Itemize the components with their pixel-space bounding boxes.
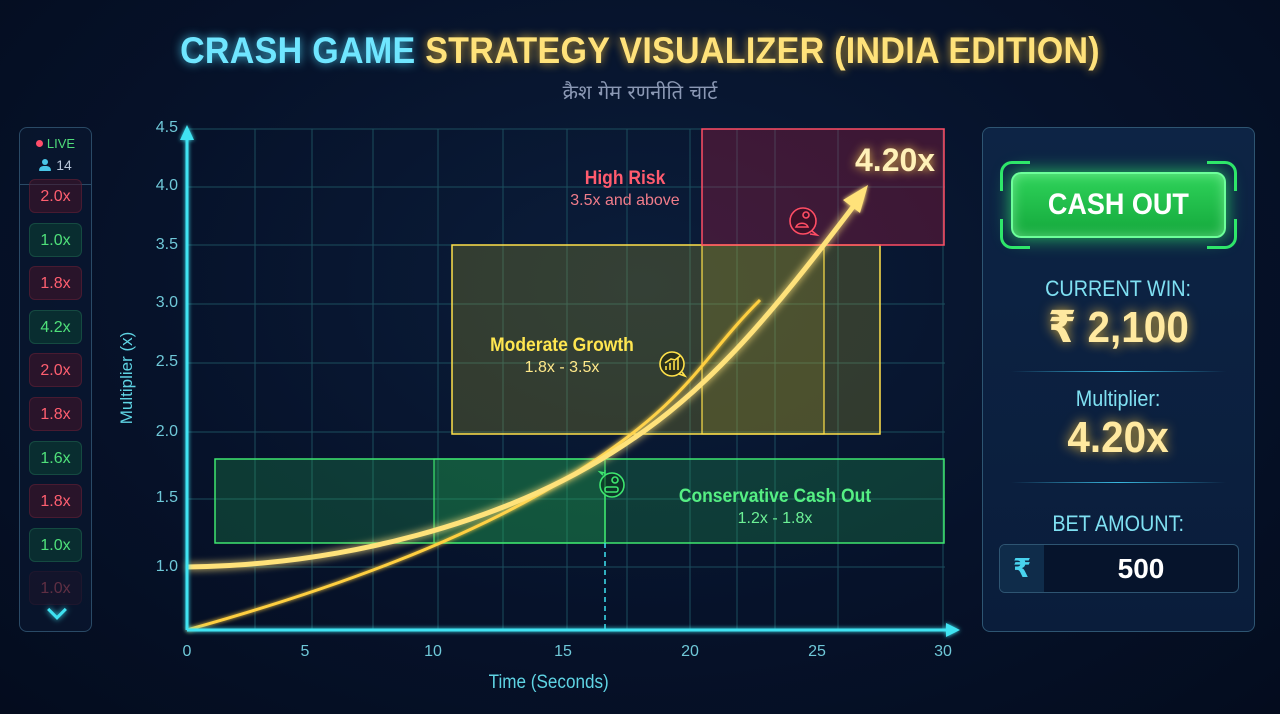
online-users: 14	[20, 157, 91, 173]
explosion-chat-icon	[789, 207, 820, 237]
x-tick: 25	[808, 643, 826, 660]
zone-range: 1.8x - 3.5x	[524, 359, 600, 376]
peak-multiplier-label: 4.20x	[855, 142, 936, 178]
page-subtitle: क्रैश गेम रणनीति चार्ट	[562, 80, 718, 104]
round-history-panel: LIVE 14 2.0x 1.0x 1.8x 4.2x 2.0x 1.8x 1.…	[19, 127, 92, 632]
bet-amount-label: BET AMOUNT:	[1052, 511, 1185, 536]
y-tick: 1.0	[155, 558, 178, 575]
y-tick: 3.5	[155, 236, 178, 253]
y-tick: 3.0	[155, 294, 178, 311]
x-tick: 30	[934, 643, 952, 660]
cash-out-label: CASH OUT	[1047, 188, 1189, 221]
history-item[interactable]: 1.8x	[29, 484, 82, 519]
history-item[interactable]: 2.0x	[29, 179, 82, 213]
history-item[interactable]: 2.0x	[29, 353, 82, 388]
current-win-value: ₹ 2,100	[1048, 303, 1189, 352]
y-tick: 2.0	[155, 423, 178, 440]
x-axis-label: Time (Seconds)	[488, 672, 609, 693]
history-item[interactable]: 1.0x	[29, 571, 82, 606]
bracket-decoration	[1000, 161, 1030, 191]
growth-chart-chat-icon	[659, 351, 688, 378]
divider	[1011, 482, 1226, 483]
live-indicator: LIVE	[20, 136, 91, 151]
zone-name: High Risk	[584, 168, 666, 189]
live-label: LIVE	[46, 136, 76, 151]
y-tick: 2.5	[155, 353, 178, 370]
zone-range: 3.5x and above	[570, 192, 680, 209]
x-tick: 10	[424, 643, 442, 660]
multiplier-curve	[186, 193, 864, 570]
cash-out-button[interactable]: CASH OUT	[1011, 172, 1226, 238]
y-tick: 4.0	[155, 177, 178, 194]
page-title: CRASH GAME STRATEGY VISUALIZER (INDIA ED…	[51, 30, 1229, 72]
history-item[interactable]: 1.0x	[29, 527, 82, 562]
bet-amount-value[interactable]: 500	[1117, 553, 1165, 584]
axes	[180, 125, 960, 637]
history-item[interactable]: 4.2x	[29, 309, 82, 344]
current-win-label: CURRENT WIN:	[1045, 276, 1192, 301]
x-tick: 0	[182, 643, 192, 660]
money-hand-chat-icon	[597, 470, 625, 498]
user-count: 14	[56, 157, 72, 173]
bet-amount-input[interactable]: ₹ 500	[999, 544, 1239, 593]
conservative-label: Conservative Cash Out 1.2x - 1.8x	[650, 486, 900, 528]
history-item[interactable]: 1.8x	[29, 396, 82, 431]
high-risk-label: High Risk 3.5x and above	[545, 168, 705, 210]
zone-moderate	[451, 244, 881, 435]
zone-name: Moderate Growth	[490, 335, 634, 356]
divider	[1011, 371, 1226, 372]
multiplier-value: 4.20x	[1067, 413, 1170, 462]
multiplier-label: Multiplier:	[1076, 386, 1161, 411]
history-item[interactable]: 1.6x	[29, 440, 82, 475]
x-tick: 20	[681, 643, 699, 660]
y-tick: 4.5	[155, 119, 178, 136]
title-part-2: STRATEGY VISUALIZER (INDIA EDITION)	[425, 30, 1100, 71]
zone-name: Conservative Cash Out	[678, 486, 872, 507]
rupee-icon: ₹	[1000, 545, 1044, 592]
history-item[interactable]: 1.8x	[29, 266, 82, 301]
moderate-growth-label: Moderate Growth 1.8x - 3.5x	[462, 335, 662, 377]
live-dot-icon	[35, 140, 43, 147]
user-icon	[39, 159, 52, 171]
title-part-1: CRASH GAME	[180, 30, 416, 71]
bet-control-panel: CASH OUT CURRENT WIN: ₹ 2,100 Multiplier…	[982, 127, 1255, 632]
y-axis-label: Multiplier (x)	[117, 331, 136, 425]
bracket-decoration	[1207, 161, 1237, 191]
zone-range: 1.2x - 1.8x	[737, 510, 813, 527]
curve-arrow-icon	[843, 185, 868, 213]
bracket-decoration	[1207, 219, 1237, 249]
bracket-decoration	[1000, 219, 1030, 249]
history-list[interactable]: 2.0x 1.0x 1.8x 4.2x 2.0x 1.8x 1.6x 1.8x …	[20, 179, 91, 606]
y-tick: 1.5	[155, 489, 178, 506]
x-tick: 15	[554, 643, 572, 660]
history-item[interactable]: 1.0x	[29, 222, 82, 257]
x-tick: 5	[300, 643, 310, 660]
